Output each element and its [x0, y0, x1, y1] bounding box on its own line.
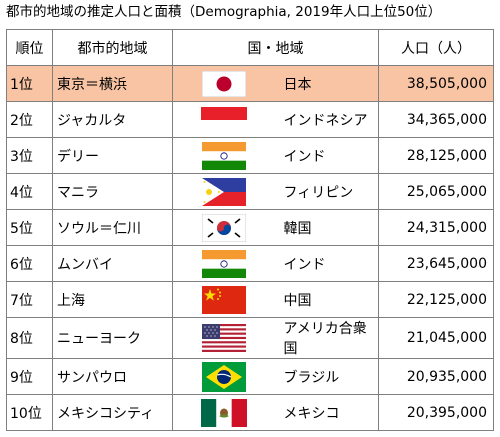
flag-cell [172, 394, 276, 431]
city-cell: メキシコシティ [52, 394, 173, 431]
rank-cell: 9位 [6, 358, 53, 395]
city-cell: ムンバイ [52, 245, 173, 282]
population-cell: 20,395,000 [378, 394, 494, 431]
flag-cell [172, 101, 276, 138]
rank-cell: 4位 [6, 173, 53, 210]
table-row: 1位 東京＝横浜 日本 38,505,000 [6, 65, 494, 102]
china-flag [202, 285, 247, 314]
country-cell: 中国 [275, 281, 379, 318]
south-korea-flag [202, 213, 247, 242]
table-row: 8位 ニューヨーク アメリカ合衆国 21,045,000 [6, 317, 494, 359]
population-cell: 22,125,000 [378, 281, 494, 318]
indonesia-flag [201, 106, 248, 133]
flag-cell [172, 137, 276, 174]
country-cell: インド [275, 137, 379, 174]
rank-cell: 6位 [6, 245, 53, 282]
flag-cell [172, 209, 276, 246]
country-cell: ブラジル [275, 358, 379, 395]
mexico-flag [201, 398, 248, 427]
rank-cell: 3位 [6, 137, 53, 174]
city-cell: ジャカルタ [52, 101, 173, 138]
table-row: 4位 マニラ フィリピン 25,065,000 [6, 173, 494, 210]
city-cell: ニューヨーク [52, 317, 173, 359]
table-row: 6位 ムンバイ インド 23,645,000 [6, 245, 494, 282]
rank-cell: 8位 [6, 317, 53, 359]
table-row: 7位 上海 中国 22,125,000 [6, 281, 494, 318]
header-country: 国・地域 [172, 29, 379, 66]
india-flag [202, 141, 247, 170]
city-cell: 東京＝横浜 [52, 65, 173, 102]
flag-cell [172, 173, 276, 210]
country-cell: インドネシア [275, 101, 379, 138]
city-cell: サンパウロ [52, 358, 173, 395]
population-cell: 38,505,000 [378, 65, 494, 102]
rank-cell: 1位 [6, 65, 53, 102]
table-row: 10位 メキシコシティ メキシコ 20,395,000 [6, 394, 494, 431]
city-cell: 上海 [52, 281, 173, 318]
city-cell: マニラ [52, 173, 173, 210]
population-cell: 23,645,000 [378, 245, 494, 282]
rank-cell: 7位 [6, 281, 53, 318]
population-table: 順位 都市的地域 国・地域 人口（人） 1位 東京＝横浜 日本 38,505,000 2… [6, 29, 494, 431]
flag-cell [172, 317, 276, 359]
table-row: 9位 サンパウロ ブラジル 20,935,000 [6, 358, 494, 395]
country-cell: インド [275, 245, 379, 282]
table-row: 5位 ソウル＝仁川 韓国 24,315,000 [6, 209, 494, 246]
country-cell: メキシコ [275, 394, 379, 431]
japan-flag [202, 70, 247, 97]
population-cell: 20,935,000 [378, 358, 494, 395]
population-cell: 34,365,000 [378, 101, 494, 138]
flag-cell [172, 245, 276, 282]
header-city: 都市的地域 [52, 29, 173, 66]
population-cell: 21,045,000 [378, 317, 494, 359]
table-row: 2位 ジャカルタ インドネシア 34,365,000 [6, 101, 494, 138]
flag-cell [172, 358, 276, 395]
flag-cell [172, 65, 276, 102]
city-cell: ソウル＝仁川 [52, 209, 173, 246]
country-cell: フィリピン [275, 173, 379, 210]
population-cell: 24,315,000 [378, 209, 494, 246]
rank-cell: 2位 [6, 101, 53, 138]
flag-cell [172, 281, 276, 318]
india-flag [202, 249, 247, 278]
header-population: 人口（人） [378, 29, 494, 66]
brazil-flag [202, 361, 247, 392]
usa-flag [202, 324, 247, 352]
philippines-flag [202, 177, 247, 206]
country-cell: 日本 [275, 65, 379, 102]
country-cell: アメリカ合衆国 [275, 317, 379, 359]
page-title: 都市的地域の推定人口と面積（Demographia, 2019年人口上位50位） [6, 4, 442, 20]
population-cell: 28,125,000 [378, 137, 494, 174]
population-cell: 25,065,000 [378, 173, 494, 210]
rank-cell: 5位 [6, 209, 53, 246]
table-row: 3位 デリー インド 28,125,000 [6, 137, 494, 174]
city-cell: デリー [52, 137, 173, 174]
country-cell: 韓国 [275, 209, 379, 246]
rank-cell: 10位 [6, 394, 53, 431]
header-rank: 順位 [6, 29, 53, 66]
header-row: 順位 都市的地域 国・地域 人口（人） [6, 29, 494, 66]
